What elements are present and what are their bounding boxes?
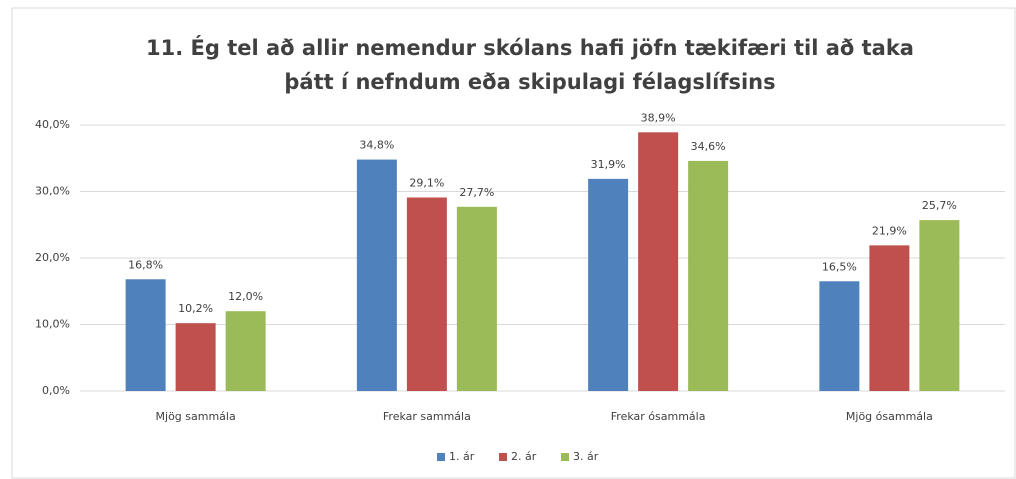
bar (588, 178, 629, 391)
value-label: 16,5% (822, 260, 857, 273)
chart-frame (11, 7, 1016, 479)
value-label: 27,7% (459, 186, 494, 199)
value-label: 25,7% (922, 199, 957, 212)
value-label: 34,6% (691, 140, 726, 153)
bar (225, 311, 266, 391)
y-tick-label: 10,0% (35, 318, 70, 331)
chart-title: 11. Ég tel að allir nemendur skólans haf… (146, 35, 914, 60)
x-tick-label: Frekar sammála (383, 410, 471, 423)
bar (175, 323, 216, 391)
y-tick-label: 40,0% (35, 118, 70, 131)
value-label: 16,8% (128, 258, 163, 271)
legend-swatch (499, 453, 507, 461)
legend-swatch (437, 453, 445, 461)
bar (406, 197, 447, 391)
bar (638, 132, 679, 391)
legend-swatch (561, 453, 569, 461)
value-label: 10,2% (178, 302, 213, 315)
value-label: 29,1% (409, 176, 444, 189)
bar (688, 160, 729, 391)
value-label: 38,9% (641, 111, 676, 124)
legend-label: 1. ár (449, 450, 475, 463)
value-label: 34,8% (359, 139, 394, 152)
bar (819, 281, 860, 391)
legend-label: 2. ár (511, 450, 537, 463)
x-tick-label: Mjög ósammála (846, 410, 933, 423)
bar (919, 220, 960, 391)
bar (869, 245, 910, 391)
x-tick-label: Frekar ósammála (611, 410, 706, 423)
value-label: 12,0% (228, 290, 263, 303)
y-tick-label: 0,0% (42, 384, 70, 397)
x-tick-label: Mjög sammála (156, 410, 236, 423)
value-label: 21,9% (872, 224, 907, 237)
bar (125, 279, 166, 391)
bar (356, 159, 397, 391)
y-tick-label: 30,0% (35, 185, 70, 198)
value-label: 31,9% (591, 158, 626, 171)
y-tick-label: 20,0% (35, 251, 70, 264)
legend-label: 3. ár (573, 450, 599, 463)
bar (456, 206, 497, 391)
chart-title: þátt í nefndum eða skipulagi félagslífsi… (284, 70, 775, 94)
